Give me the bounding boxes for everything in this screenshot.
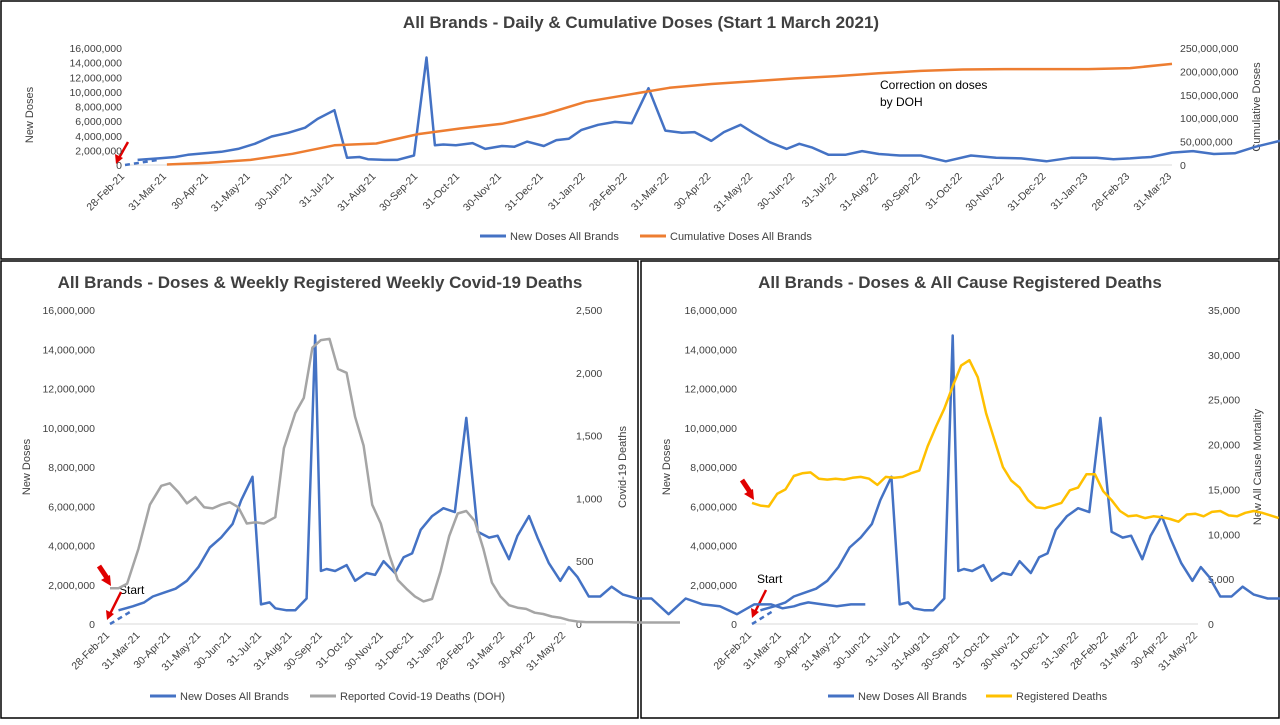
chart2-doses-start-dashed	[109, 609, 134, 626]
chart1-y2label: Cumulative Doses	[1251, 62, 1263, 152]
chart2-y2label: Covid-19 Deaths	[617, 426, 629, 508]
chart1-y2tick-label: 200,000,000	[1180, 66, 1239, 78]
chart3-ytick-label: 8,000,000	[690, 462, 737, 474]
chart3-y2label: New All Cause Mortality	[1252, 408, 1264, 525]
chart2-ytick-label: 6,000,000	[48, 501, 95, 513]
chart2-y2tick-label: 0	[576, 619, 582, 631]
chart3-ytick-label: 14,000,000	[684, 344, 737, 356]
chart1-series-doses-line	[137, 56, 1280, 163]
chart2-legend-label: New Doses All Brands	[180, 691, 289, 703]
chart1-ytick-label: 10,000,000	[69, 87, 122, 99]
chart2-legend-label: Reported Covid-19 Deaths (DOH)	[340, 691, 505, 703]
chart2-ytick-label: 0	[89, 619, 95, 631]
chart2-ytick-label: 4,000,000	[48, 541, 95, 553]
chart3-y2tick-label: 5,000	[1208, 574, 1234, 586]
chart3-ytick-label: 0	[731, 619, 737, 631]
chart1-legend-label: New Doses All Brands	[510, 231, 619, 243]
chart3-y2tick-label: 25,000	[1208, 395, 1240, 407]
panel-top-border	[0, 0, 1280, 260]
panel-bottom-right-border	[640, 260, 1280, 719]
chart1-annotation-line2: by DOH	[880, 95, 923, 109]
chart1-ylabel: New Doses	[24, 86, 36, 143]
chart3-ytick-label: 6,000,000	[690, 501, 737, 513]
chart1-y2tick-label: 250,000,000	[1180, 43, 1239, 55]
chart2-annotation-start: Start	[119, 583, 145, 597]
chart1-title: All Brands - Daily & Cumulative Doses (S…	[403, 13, 879, 32]
chart1-ytick-label: 16,000,000	[69, 43, 122, 55]
chart1-ytick-label: 2,000,000	[75, 145, 122, 157]
panel-bottom-left-border	[0, 260, 639, 719]
chart2-ytick-label: 2,000,000	[48, 580, 95, 592]
chart3-ytick-label: 4,000,000	[690, 541, 737, 553]
chart1-ytick-label: 8,000,000	[75, 102, 122, 114]
chart3-ytick-label: 10,000,000	[684, 423, 737, 435]
chart3-series-secondary-line	[751, 358, 1280, 523]
chart3-y2tick-label: 35,000	[1208, 305, 1240, 317]
chart1-ytick-label: 4,000,000	[75, 131, 122, 143]
chart1-ytick-label: 0	[116, 160, 122, 172]
chart3-y2tick-label: 15,000	[1208, 484, 1240, 496]
chart3-annotation-start: Start	[757, 572, 783, 586]
chart2-y2tick-label: 2,500	[576, 305, 602, 317]
chart3-title: All Brands - Doses & All Cause Registere…	[758, 273, 1162, 292]
chart2-y2tick-label: 500	[576, 556, 594, 568]
chart2-ytick-label: 8,000,000	[48, 462, 95, 474]
chart2-title: All Brands - Doses & Weekly Registered W…	[58, 273, 583, 292]
chart2-ylabel: New Doses	[21, 438, 33, 495]
chart2-series-secondary-line	[110, 337, 680, 624]
chart2-start-arrow-up	[106, 591, 123, 620]
chart3-legend-label: Registered Deaths	[1016, 691, 1108, 703]
chart1-ytick-label: 12,000,000	[69, 72, 122, 84]
chart3-series-doses-line	[760, 334, 1280, 612]
chart3-y2tick-label: 0	[1208, 619, 1214, 631]
chart1-annotation-line1: Correction on doses	[880, 78, 987, 92]
chart3-doses-start-dashed	[751, 609, 775, 626]
chart1-start-arrow	[115, 141, 130, 164]
chart2-ytick-label: 14,000,000	[42, 344, 95, 356]
chart3-ytick-label: 2,000,000	[690, 580, 737, 592]
chart3-ylabel: New Doses	[661, 438, 673, 495]
chart3-start-arrow-down	[739, 478, 754, 500]
chart1-y2tick-label: 150,000,000	[1180, 90, 1239, 102]
chart1-y2tick-label: 100,000,000	[1180, 113, 1239, 125]
chart3-ytick-label: 16,000,000	[684, 305, 737, 317]
chart3-legend-label: New Doses All Brands	[858, 691, 967, 703]
chart3-ytick-label: 12,000,000	[684, 384, 737, 396]
chart2-start-arrow-down	[96, 564, 111, 586]
chart1-ytick-label: 6,000,000	[75, 116, 122, 128]
chart2-y2tick-label: 2,000	[576, 368, 602, 380]
chart3-y2tick-label: 30,000	[1208, 350, 1240, 362]
chart1-ytick-label: 14,000,000	[69, 58, 122, 70]
chart1-y2tick-label: 50,000,000	[1180, 137, 1233, 149]
chart1-legend-label: Cumulative Doses All Brands	[670, 231, 812, 243]
chart3-start-arrow-up	[751, 589, 768, 618]
chart1-y2tick-label: 0	[1180, 160, 1186, 172]
chart3-y2tick-label: 20,000	[1208, 440, 1240, 452]
chart2-y2tick-label: 1,500	[576, 431, 602, 443]
chart2-ytick-label: 10,000,000	[42, 423, 95, 435]
chart1-series-secondary-line	[166, 62, 1173, 166]
chart2-y2tick-label: 1,000	[576, 493, 602, 505]
chart2-ytick-label: 16,000,000	[42, 305, 95, 317]
chart3-y2tick-label: 10,000	[1208, 529, 1240, 541]
chart2-series-doses-line	[118, 334, 866, 616]
chart2-ytick-label: 12,000,000	[42, 384, 95, 396]
chart1-doses-start-dashed	[124, 158, 159, 167]
